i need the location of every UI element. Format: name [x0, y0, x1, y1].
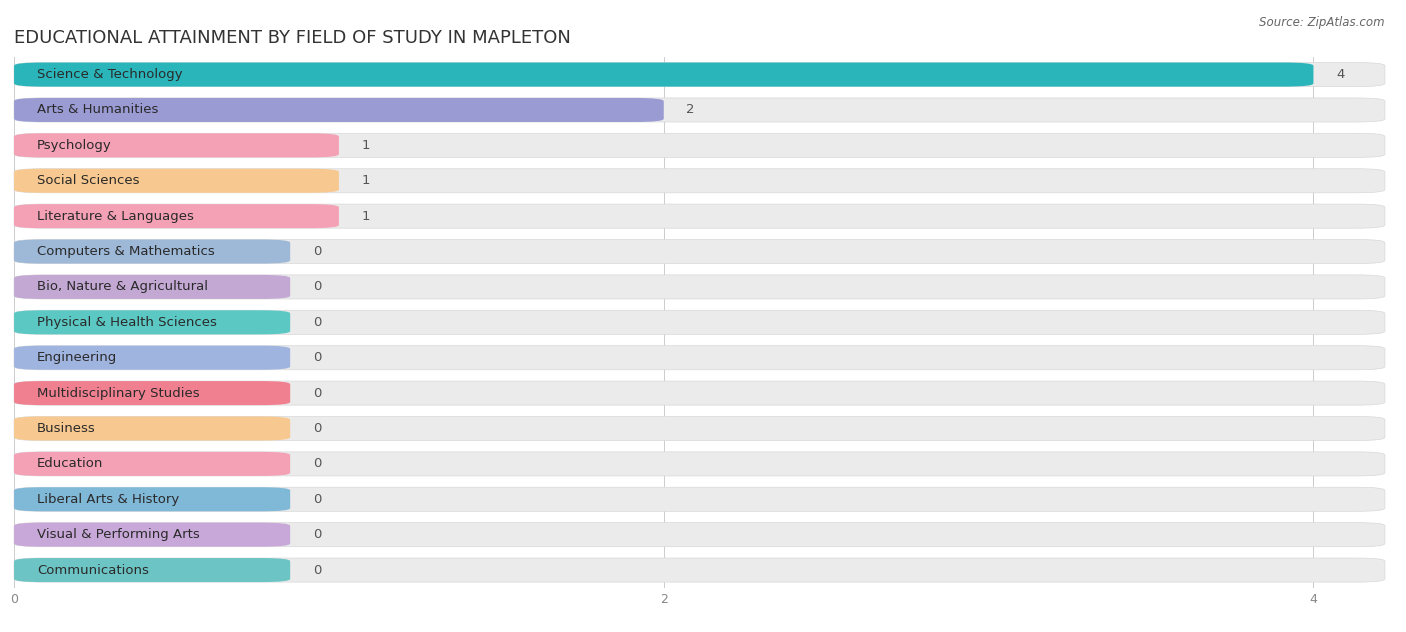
Text: Physical & Health Sciences: Physical & Health Sciences	[37, 316, 217, 329]
Text: Multidisciplinary Studies: Multidisciplinary Studies	[37, 387, 200, 399]
FancyBboxPatch shape	[14, 381, 1385, 405]
Text: 0: 0	[314, 528, 322, 541]
Text: Liberal Arts & History: Liberal Arts & History	[37, 493, 179, 506]
Text: 0: 0	[314, 493, 322, 506]
FancyBboxPatch shape	[14, 98, 664, 122]
Text: 2: 2	[686, 104, 695, 116]
Text: Literature & Languages: Literature & Languages	[37, 210, 194, 222]
FancyBboxPatch shape	[14, 204, 339, 228]
FancyBboxPatch shape	[14, 523, 290, 547]
Text: 0: 0	[314, 458, 322, 470]
Text: Education: Education	[37, 458, 103, 470]
Text: 0: 0	[314, 281, 322, 293]
FancyBboxPatch shape	[14, 452, 290, 476]
FancyBboxPatch shape	[14, 133, 1385, 157]
Text: 1: 1	[361, 139, 370, 152]
Text: 4: 4	[1336, 68, 1344, 81]
FancyBboxPatch shape	[14, 346, 290, 370]
FancyBboxPatch shape	[14, 275, 1385, 299]
Text: 0: 0	[314, 564, 322, 576]
FancyBboxPatch shape	[14, 63, 1313, 87]
FancyBboxPatch shape	[14, 133, 339, 157]
FancyBboxPatch shape	[14, 204, 1385, 228]
Text: Social Sciences: Social Sciences	[37, 174, 139, 187]
FancyBboxPatch shape	[14, 240, 290, 264]
Text: 0: 0	[314, 316, 322, 329]
FancyBboxPatch shape	[14, 63, 1385, 87]
Text: Arts & Humanities: Arts & Humanities	[37, 104, 157, 116]
FancyBboxPatch shape	[14, 381, 290, 405]
Text: Science & Technology: Science & Technology	[37, 68, 183, 81]
Text: EDUCATIONAL ATTAINMENT BY FIELD OF STUDY IN MAPLETON: EDUCATIONAL ATTAINMENT BY FIELD OF STUDY…	[14, 29, 571, 47]
FancyBboxPatch shape	[14, 310, 1385, 334]
Text: Communications: Communications	[37, 564, 149, 576]
FancyBboxPatch shape	[14, 416, 290, 441]
Text: 1: 1	[361, 174, 370, 187]
Text: Computers & Mathematics: Computers & Mathematics	[37, 245, 215, 258]
Text: Bio, Nature & Agricultural: Bio, Nature & Agricultural	[37, 281, 208, 293]
Text: 0: 0	[314, 351, 322, 364]
Text: Psychology: Psychology	[37, 139, 111, 152]
FancyBboxPatch shape	[14, 558, 1385, 582]
FancyBboxPatch shape	[14, 240, 1385, 264]
FancyBboxPatch shape	[14, 310, 290, 334]
FancyBboxPatch shape	[14, 523, 1385, 547]
Text: 1: 1	[361, 210, 370, 222]
Text: 0: 0	[314, 387, 322, 399]
FancyBboxPatch shape	[14, 169, 339, 193]
FancyBboxPatch shape	[14, 346, 1385, 370]
FancyBboxPatch shape	[14, 416, 1385, 441]
Text: Visual & Performing Arts: Visual & Performing Arts	[37, 528, 200, 541]
Text: Source: ZipAtlas.com: Source: ZipAtlas.com	[1260, 16, 1385, 29]
FancyBboxPatch shape	[14, 98, 1385, 122]
FancyBboxPatch shape	[14, 275, 290, 299]
FancyBboxPatch shape	[14, 487, 290, 511]
FancyBboxPatch shape	[14, 487, 1385, 511]
Text: 0: 0	[314, 422, 322, 435]
FancyBboxPatch shape	[14, 169, 1385, 193]
Text: 0: 0	[314, 245, 322, 258]
FancyBboxPatch shape	[14, 558, 290, 582]
Text: Engineering: Engineering	[37, 351, 117, 364]
Text: Business: Business	[37, 422, 96, 435]
FancyBboxPatch shape	[14, 452, 1385, 476]
